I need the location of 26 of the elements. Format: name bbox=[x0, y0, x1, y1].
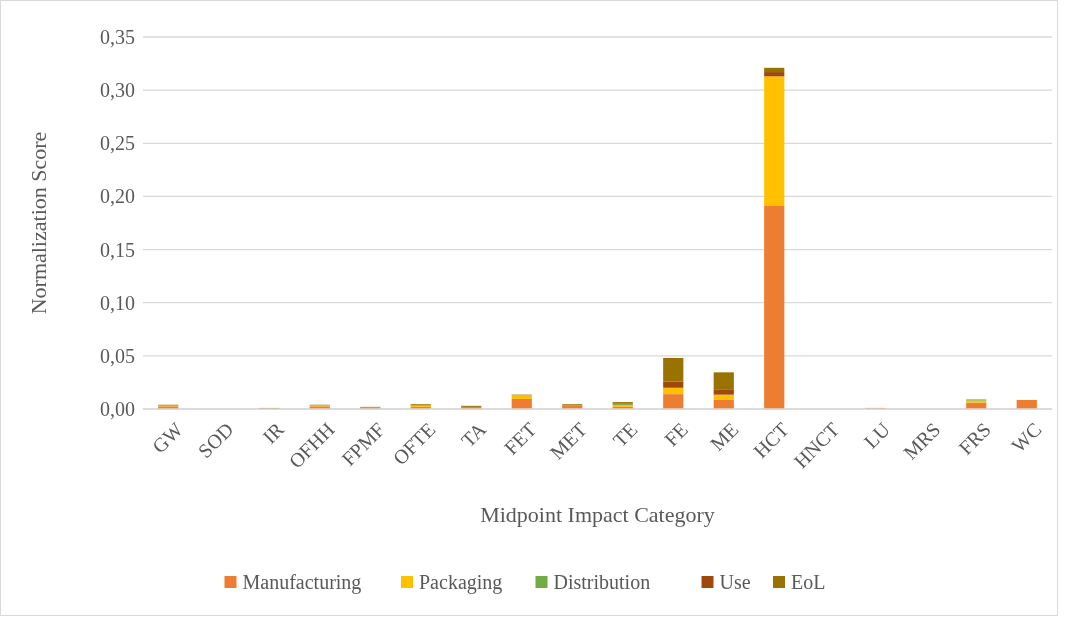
legend-label: Packaging bbox=[419, 571, 503, 594]
x-tick-label: TE bbox=[608, 418, 642, 452]
y-tick-label: 0,25 bbox=[100, 132, 135, 155]
x-axis-title: Midpoint Impact Category bbox=[480, 502, 715, 527]
y-tick-label: 0,30 bbox=[100, 79, 135, 102]
legend-label: EoL bbox=[791, 571, 826, 593]
legend-label: Manufacturing bbox=[242, 571, 362, 594]
legend-label: Use bbox=[719, 571, 751, 593]
x-tick-label: TA bbox=[456, 417, 491, 452]
x-tick-label: FRS bbox=[954, 418, 995, 459]
x-tick-label: GW bbox=[147, 418, 188, 458]
x-tick-label: WC bbox=[1007, 418, 1046, 457]
x-tick-label: LU bbox=[859, 417, 895, 453]
y-tick-label: 0,00 bbox=[100, 398, 135, 420]
x-tick-label: ME bbox=[705, 418, 743, 455]
x-tick-label: FE bbox=[659, 418, 692, 451]
y-tick-label: 0,15 bbox=[100, 238, 135, 261]
legend-label: Distribution bbox=[553, 571, 651, 593]
y-tick-label: 0,20 bbox=[100, 185, 135, 208]
y-axis-title: Normalization Score bbox=[25, 131, 51, 315]
y-tick-label: 0,05 bbox=[100, 344, 135, 367]
y-tick-label: 0,35 bbox=[100, 26, 135, 48]
x-tick-label: FET bbox=[499, 418, 541, 459]
x-tick-label: IR bbox=[258, 417, 289, 448]
x-tick-label: SOD bbox=[193, 418, 238, 463]
y-tick-label: 0,10 bbox=[100, 291, 135, 314]
